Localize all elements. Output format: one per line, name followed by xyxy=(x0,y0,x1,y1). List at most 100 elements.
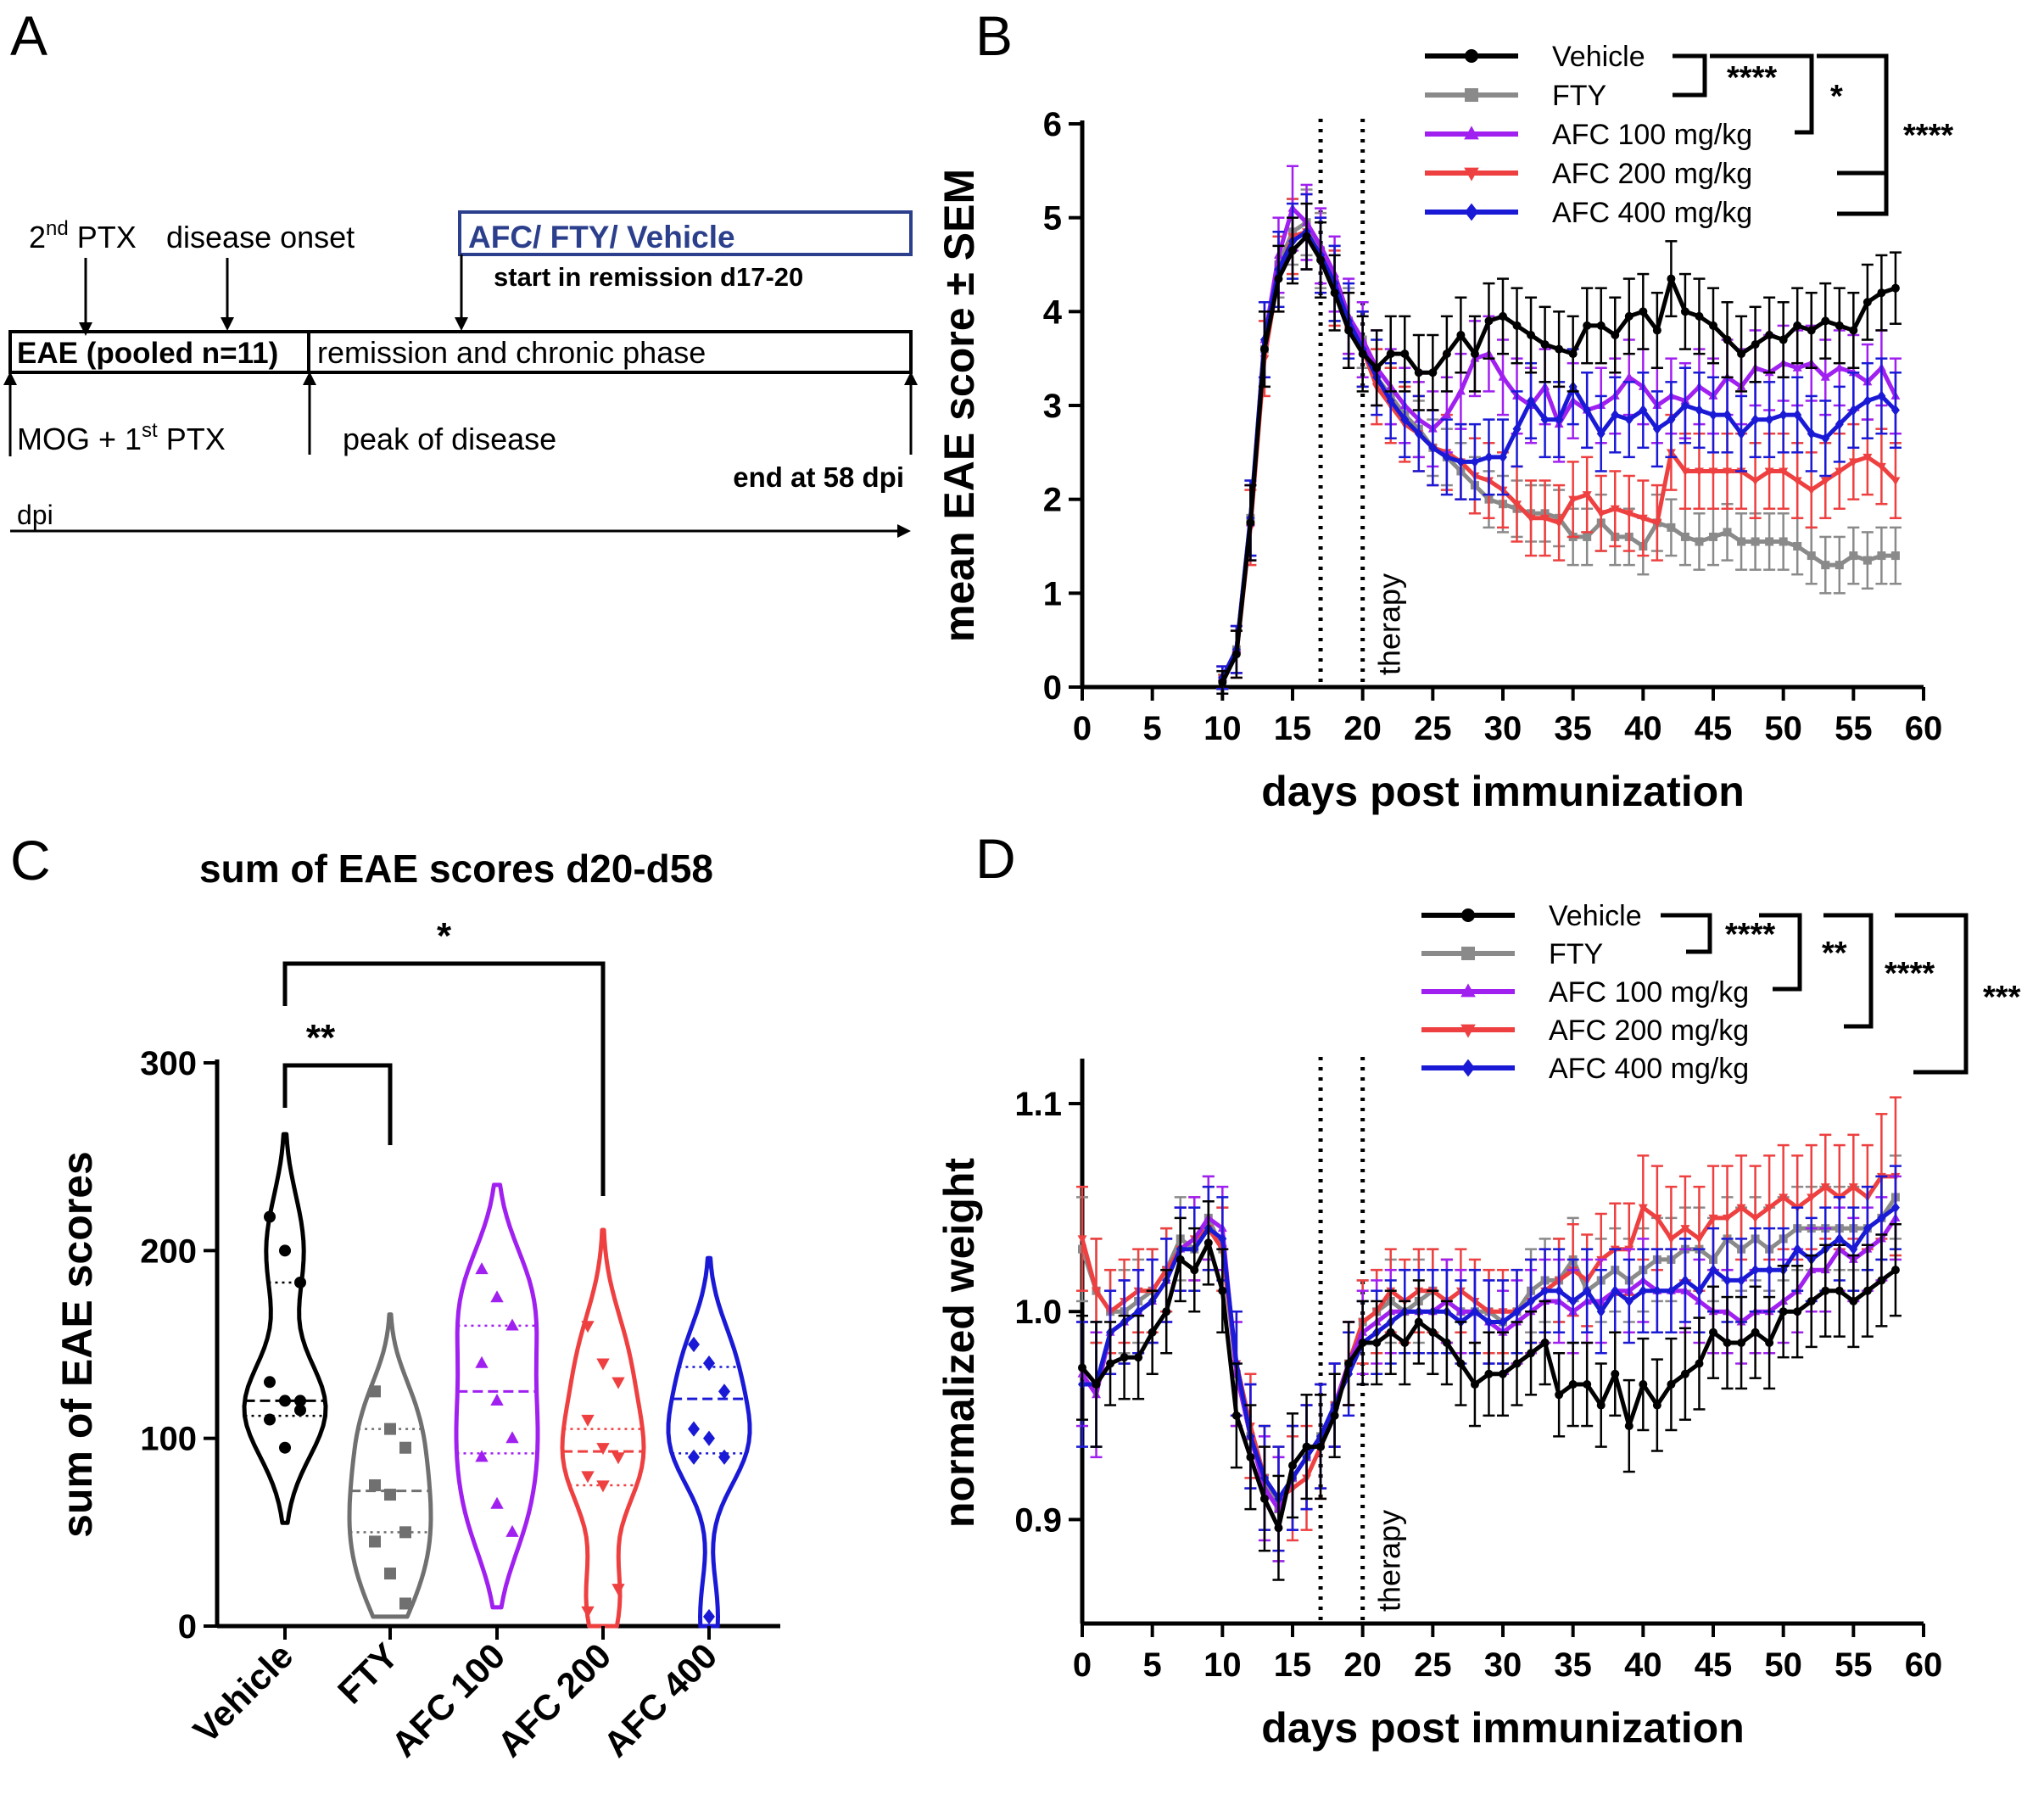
bracket-vehicle-fty xyxy=(282,1063,393,1145)
x-tick-label: 50 xyxy=(1764,710,1802,747)
legend-marker xyxy=(1465,49,1478,63)
data-point xyxy=(1695,1359,1704,1368)
data-point xyxy=(1736,1204,1746,1213)
data-point xyxy=(1583,405,1592,416)
data-point xyxy=(1274,274,1283,283)
data-point xyxy=(1470,1305,1479,1317)
data-point xyxy=(1807,551,1816,561)
data-point xyxy=(1512,1305,1522,1317)
x-tick-label: AFC 200 xyxy=(489,1635,618,1764)
legend-marker xyxy=(1464,126,1479,140)
legend-label: Vehicle xyxy=(1552,41,1645,73)
data-point xyxy=(1512,1359,1522,1368)
legend-label: AFC 100 mg/kg xyxy=(1549,976,1749,1009)
data-point xyxy=(1807,1296,1816,1305)
data-point xyxy=(1779,1193,1789,1203)
data-point xyxy=(1779,1307,1788,1316)
x-tick-label: 5 xyxy=(1143,710,1162,747)
data-point xyxy=(1386,394,1395,406)
data-point xyxy=(1499,1316,1507,1328)
legend-marker xyxy=(1460,983,1476,998)
data-point xyxy=(1414,1317,1423,1327)
data-point xyxy=(475,1355,489,1368)
data-point xyxy=(1793,409,1802,421)
data-point xyxy=(1876,462,1886,472)
panel-a: A 2nd PTX disease onset AFC/ FTY/ Vehicl… xyxy=(3,4,918,538)
data-point xyxy=(294,1404,306,1417)
x-tick-label: 30 xyxy=(1484,710,1522,747)
data-point xyxy=(1428,1328,1438,1337)
data-point xyxy=(1611,1285,1620,1297)
data-point xyxy=(1400,349,1410,359)
series-vehicle xyxy=(1216,202,1902,695)
data-point xyxy=(1793,321,1802,330)
data-point xyxy=(1652,423,1661,435)
data-point xyxy=(1764,467,1774,477)
x-tick-label: 40 xyxy=(1624,710,1662,747)
data-point xyxy=(718,1449,730,1465)
data-point xyxy=(1259,344,1269,354)
data-point xyxy=(1862,1286,1872,1295)
panel-label-a: A xyxy=(10,4,47,67)
data-point xyxy=(1639,1285,1648,1297)
data-point xyxy=(1877,551,1886,561)
x-tick-label: 15 xyxy=(1274,1646,1312,1684)
data-point xyxy=(1386,1328,1395,1337)
bracket-d-2 xyxy=(1759,913,1802,992)
data-point xyxy=(1751,537,1760,546)
series-afc-400-mg-kg xyxy=(1216,193,1902,690)
y-tick-label: 0 xyxy=(1043,669,1062,707)
data-point xyxy=(1680,1274,1689,1286)
dpi-arrowhead xyxy=(897,524,911,538)
sig-d-2: ** xyxy=(1822,936,1847,971)
data-point xyxy=(1162,1307,1171,1316)
data-point xyxy=(1400,1339,1410,1347)
data-point xyxy=(505,1318,519,1331)
chart-c-title: sum of EAE scores d20-d58 xyxy=(199,847,713,891)
panel-label-b: B xyxy=(975,4,1013,67)
data-point xyxy=(1695,311,1704,321)
data-point xyxy=(1765,414,1774,426)
data-point xyxy=(475,1450,489,1462)
y-tick-label: 1 xyxy=(1043,575,1062,612)
data-point xyxy=(1737,1274,1746,1286)
x-axis-title: days post immunization xyxy=(1261,768,1745,815)
remission-box xyxy=(307,330,913,374)
x-tick-label: 10 xyxy=(1204,1646,1242,1684)
plot-d: 0 5 10 15 20 25 30 35 40 45 50 55 60 0.9 1.0 1.1 days po… xyxy=(935,1057,1942,1752)
bracket-d-4 xyxy=(1895,913,1969,1075)
data-point xyxy=(1316,1442,1326,1451)
data-point xyxy=(1456,456,1466,467)
data-point xyxy=(490,1394,504,1406)
x-tick-label: 20 xyxy=(1343,710,1382,747)
data-point xyxy=(1709,532,1717,541)
data-point xyxy=(581,1471,595,1484)
x-tick-label: Vehicle xyxy=(186,1635,301,1751)
eae-box-label: EAE (pooled n=11) xyxy=(17,337,278,370)
data-point xyxy=(1849,405,1858,416)
data-point xyxy=(1890,405,1900,416)
onset-arrowhead xyxy=(221,317,234,331)
data-point xyxy=(1848,1183,1858,1193)
data-point xyxy=(1554,519,1564,528)
data-point xyxy=(1540,514,1550,523)
data-point xyxy=(1793,542,1802,551)
end-arrowhead xyxy=(904,372,918,385)
significance-brackets-d: **** ** **** *** xyxy=(1661,913,2021,1075)
data-point xyxy=(1624,510,1634,519)
legend-marker xyxy=(1460,1024,1476,1038)
data-point xyxy=(1709,321,1717,330)
data-point xyxy=(1484,1369,1494,1378)
data-point xyxy=(581,1606,595,1618)
data-point xyxy=(1765,1264,1774,1276)
treatment-arrowhead xyxy=(455,317,468,331)
sig-b-2: * xyxy=(1830,79,1843,115)
data-point xyxy=(1835,362,1845,372)
x-tick-label: AFC 100 xyxy=(383,1635,512,1764)
data-point xyxy=(1680,532,1689,541)
data-point xyxy=(1652,1214,1662,1223)
peak-arrowhead xyxy=(303,372,316,385)
data-point xyxy=(1639,307,1648,316)
